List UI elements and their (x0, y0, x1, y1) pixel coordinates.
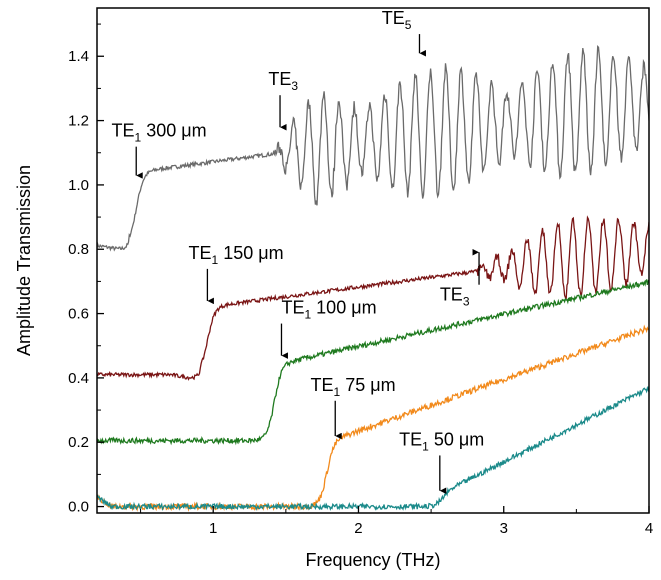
annotation-label: TE3 (440, 285, 470, 309)
annotation-te3-150: TE3 (440, 248, 480, 309)
y-tick-label: 0.4 (68, 370, 89, 387)
annotation-label: TE1 100 μm (281, 298, 376, 322)
annotation-te1-300: TE1 300 μm (112, 121, 207, 179)
annotation-label: TE1 300 μm (112, 121, 207, 145)
series-line-50um (97, 385, 649, 511)
series-line-150um (97, 215, 649, 381)
x-tick-label: 1 (209, 520, 217, 537)
series-line-300um (97, 45, 649, 252)
y-tick-label: 0.2 (68, 434, 89, 451)
annotation-te1-75: TE1 75 μm (311, 375, 396, 440)
annotation-label: TE1 75 μm (311, 375, 396, 399)
annotation-label: TE1 50 μm (399, 429, 484, 453)
annotation-te5-300: TE5 (382, 8, 426, 57)
annotations: TE1 300 μm TE3 TE5 TE1 150 μm TE3 TE1 100 μm T… (112, 8, 484, 494)
y-axis-title: Amplitude Transmission (14, 165, 34, 356)
x-tick-label: 2 (354, 520, 362, 537)
y-tick-label: 0.0 (68, 499, 89, 516)
y-tick-label: 0.6 (68, 306, 89, 323)
plot-frame (96, 7, 650, 514)
y-tick-label: 0.8 (68, 241, 89, 258)
annotation-label: TE3 (268, 69, 298, 93)
x-tick-label: 3 (500, 520, 508, 537)
tick-labels: 1 2 3 4 0.0 0.2 0.4 0.6 0.8 1.0 1.2 1.4 (68, 48, 653, 537)
series-line-75um (97, 324, 649, 512)
y-tick-label: 1.0 (68, 177, 89, 194)
series-line-100um (97, 278, 649, 446)
annotation-label: TE1 150 μm (189, 243, 284, 267)
x-tick-label: 4 (645, 520, 653, 537)
annotation-te1-50: TE1 50 μm (399, 429, 484, 494)
y-tick-label: 1.4 (68, 48, 89, 65)
annotation-te3-300: TE3 (268, 69, 298, 131)
annotation-label: TE5 (382, 8, 412, 32)
plot-area (97, 45, 649, 512)
annotation-te1-150: TE1 150 μm (189, 243, 284, 305)
x-axis-title: Frequency (THz) (305, 550, 440, 570)
annotation-te1-100: TE1 100 μm (280, 298, 377, 359)
y-tick-label: 1.2 (68, 113, 89, 130)
